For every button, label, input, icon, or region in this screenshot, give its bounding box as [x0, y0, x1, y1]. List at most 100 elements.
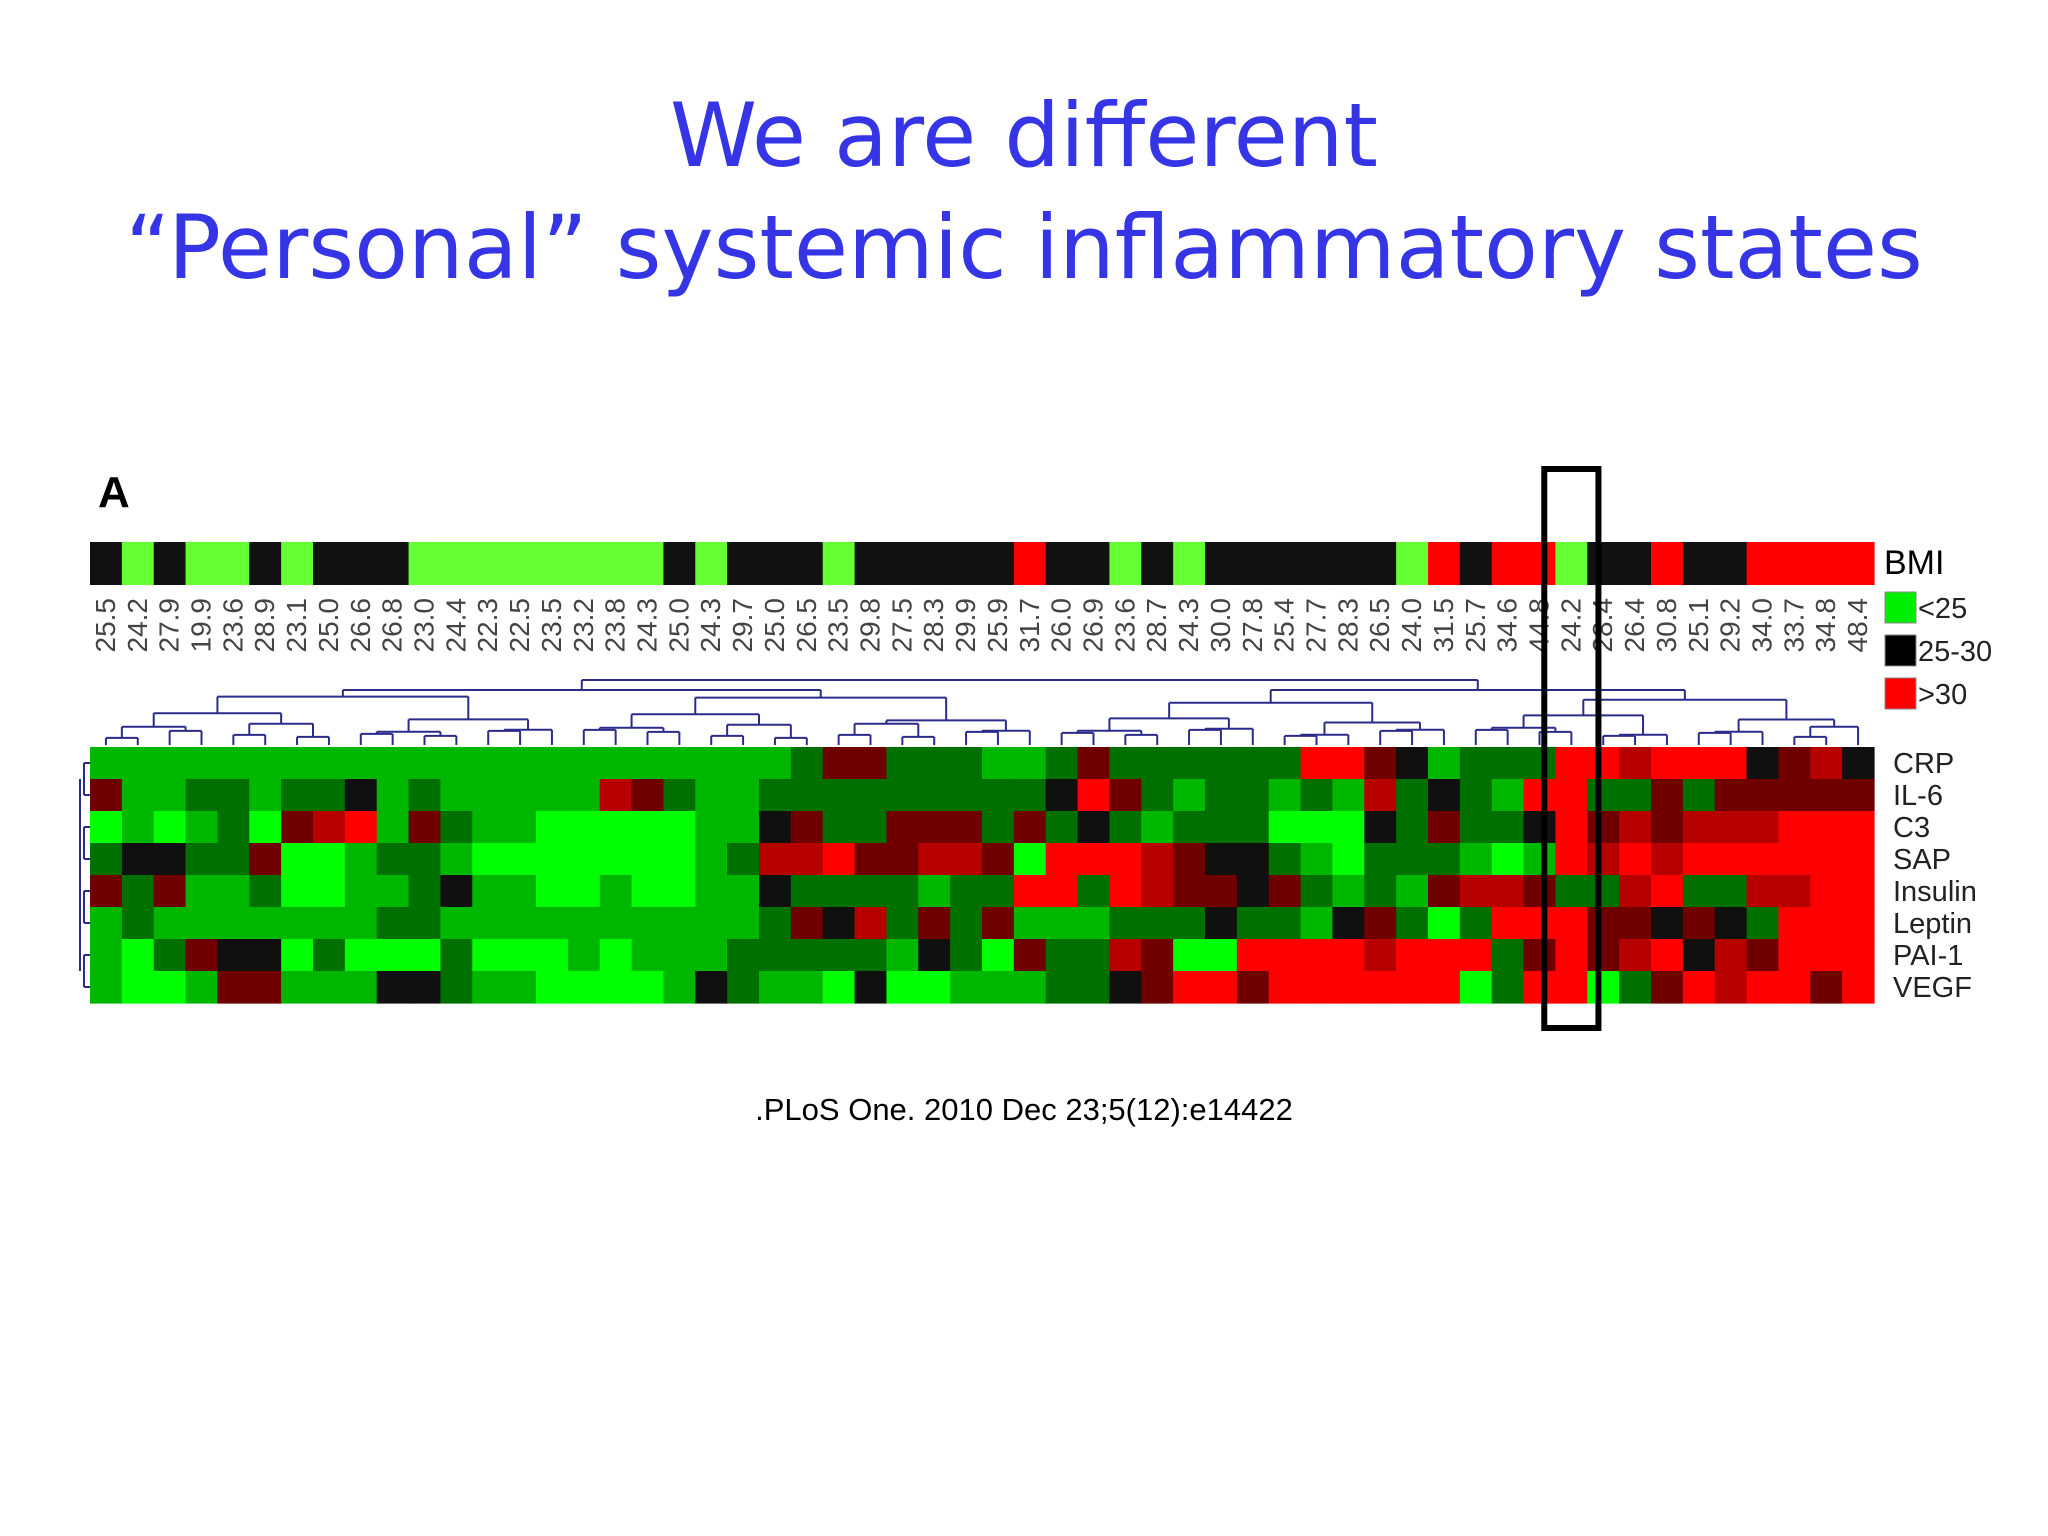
heatmap-cell	[1236, 843, 1270, 876]
heatmap-cell	[1396, 907, 1429, 940]
heatmap-cell	[663, 843, 696, 876]
heatmap-cell	[249, 843, 282, 876]
heatmap-cell	[1459, 811, 1493, 844]
heatmap-cell	[376, 875, 410, 908]
bmi-cell	[249, 542, 282, 585]
heatmap-cell	[854, 811, 888, 844]
heatmap-cell	[1141, 779, 1174, 812]
heatmap-cell	[1587, 971, 1620, 1004]
heatmap-cell	[536, 747, 569, 780]
heatmap-cell	[90, 971, 123, 1004]
heatmap-cell	[567, 907, 601, 940]
heatmap-cell	[504, 843, 537, 876]
bmi-cell	[982, 542, 1015, 585]
bmi-tick-label: 24.4	[440, 598, 471, 653]
bmi-cell	[1714, 542, 1748, 585]
heatmap-cell	[1682, 811, 1716, 844]
heatmap-cell	[281, 747, 314, 780]
heatmap-cell	[1682, 939, 1716, 972]
heatmap-cell	[631, 875, 665, 908]
heatmap-cell	[281, 971, 314, 1004]
heatmap-cell	[1173, 811, 1206, 844]
heatmap-cell	[1141, 747, 1174, 780]
heatmap-cell	[1109, 811, 1142, 844]
bmi-tick-label: 23.5	[536, 598, 567, 653]
heatmap-cell	[1714, 747, 1748, 780]
bmi-tick-label: 30.0	[1205, 598, 1236, 653]
bmi-cell	[1682, 542, 1716, 585]
bmi-cell	[440, 542, 473, 585]
heatmap-cell	[1714, 779, 1748, 812]
bmi-cell	[408, 542, 442, 585]
heatmap-cell	[1045, 939, 1079, 972]
bmi-cell	[1268, 542, 1302, 585]
bmi-tick-label: 25.0	[663, 598, 694, 653]
heatmap-cell	[121, 939, 155, 972]
bmi-tick-label: 28.7	[1141, 598, 1172, 653]
bmi-cell	[1555, 542, 1588, 585]
heatmap-cell	[408, 779, 442, 812]
heatmap-cell	[1619, 779, 1652, 812]
bmi-cell	[1396, 542, 1429, 585]
heatmap-cell	[1651, 811, 1684, 844]
bmi-cell	[727, 542, 760, 585]
heatmap-cell	[504, 779, 537, 812]
heatmap-cell	[1141, 811, 1174, 844]
heatmap-cell	[1842, 747, 1875, 780]
heatmap-cell	[790, 939, 824, 972]
heatmap-cell	[1045, 971, 1079, 1004]
heatmap-cell	[472, 779, 505, 812]
heatmap-cell	[472, 875, 505, 908]
heatmap-cell	[790, 779, 824, 812]
bmi-tick-label: 25.0	[313, 598, 344, 653]
heatmap-cell	[217, 971, 250, 1004]
heatmap-cell	[1746, 875, 1780, 908]
heatmap-cell	[1364, 875, 1397, 908]
heatmap-cell	[1268, 747, 1302, 780]
legend-label: <25	[1918, 593, 1967, 625]
heatmap-cell	[1205, 875, 1238, 908]
bmi-tick-label: 26.9	[1078, 598, 1109, 653]
heatmap-cell	[408, 939, 442, 972]
heatmap-cell	[217, 875, 250, 908]
heatmap-cell	[1173, 875, 1206, 908]
heatmap-cell	[1332, 811, 1365, 844]
bmi-tick-label: 29.7	[727, 598, 758, 653]
heatmap-cell	[1651, 843, 1684, 876]
heatmap-cell	[1842, 875, 1875, 908]
heatmap-cell	[1205, 971, 1238, 1004]
heatmap-cell	[1141, 843, 1174, 876]
heatmap-cell	[1268, 843, 1302, 876]
heatmap-cell	[1619, 811, 1652, 844]
bmi-cell	[1332, 542, 1365, 585]
row-label: CRP	[1893, 748, 1954, 780]
heatmap-cell	[185, 971, 219, 1004]
heatmap-cell	[185, 747, 219, 780]
heatmap-cell	[249, 939, 282, 972]
heatmap-cell	[1109, 747, 1142, 780]
heatmap-cell	[1077, 907, 1111, 940]
heatmap-cell	[1651, 939, 1684, 972]
bmi-tick-label: 27.9	[154, 598, 185, 653]
heatmap-cell	[1109, 971, 1142, 1004]
bmi-cell	[1109, 542, 1142, 585]
heatmap-cell	[249, 747, 282, 780]
heatmap-cells	[90, 747, 1875, 1004]
heatmap-cell	[1013, 811, 1047, 844]
bmi-tick-label: 19.9	[186, 598, 217, 653]
heatmap-cell	[1364, 907, 1397, 940]
bmi-cell	[599, 542, 633, 585]
bmi-tick-label: 29.9	[950, 598, 981, 653]
heatmap-cell	[376, 939, 410, 972]
heatmap-cell	[854, 907, 888, 940]
heatmap-cell	[1555, 907, 1588, 940]
heatmap-cell	[536, 875, 569, 908]
heatmap-cell	[153, 779, 187, 812]
bmi-cell	[472, 542, 505, 585]
heatmap-cell	[1205, 843, 1238, 876]
heatmap-cell	[918, 747, 951, 780]
heatmap-cell	[1746, 747, 1780, 780]
heatmap-cell	[1619, 747, 1652, 780]
bmi-tick-label: 22.3	[472, 598, 503, 653]
bmi-tick-label: 28.4	[1587, 598, 1618, 653]
